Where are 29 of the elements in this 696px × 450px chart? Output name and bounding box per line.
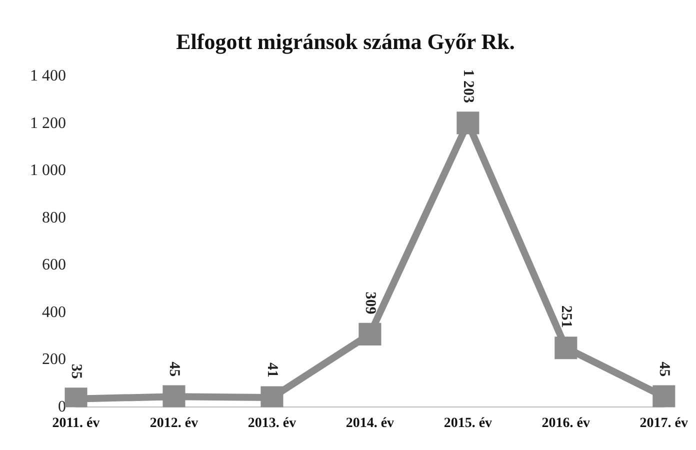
data-label: 1 203	[460, 69, 476, 103]
x-tick-label: 2017. év	[640, 416, 688, 432]
x-tick-label: 2013. év	[248, 416, 296, 432]
point	[652, 385, 676, 408]
data-label: 309	[362, 292, 378, 314]
y-tick-label: 600	[42, 256, 66, 274]
data-label: 41	[264, 362, 280, 378]
x-tick-label: 2014. év	[346, 416, 394, 432]
y-tick-label: 1 200	[30, 114, 66, 132]
point	[358, 322, 382, 346]
point	[554, 336, 578, 360]
y-tick-label: 400	[42, 304, 66, 321]
point	[260, 386, 284, 408]
x-tick-label: 2015. év	[444, 416, 492, 432]
data-label: 45	[166, 362, 182, 377]
x-tick-label: 2016. év	[542, 416, 590, 432]
x-tick-label: 2011. év	[52, 416, 100, 432]
point	[456, 112, 480, 134]
x-tick-label: 2012. év	[150, 416, 198, 432]
y-tick-label: 1 400	[30, 68, 66, 85]
y-tick-label: 800	[42, 209, 66, 226]
y-tick-label: 200	[42, 351, 66, 368]
data-label: 45	[656, 362, 672, 377]
data-label: 35	[68, 364, 84, 379]
point	[162, 385, 186, 408]
y-tick-label: 1 000	[30, 162, 66, 180]
y-tick-label: 0	[58, 398, 66, 416]
data-label: 251	[558, 305, 574, 328]
chart-title: Elfogott migránsok száma Győr Rk.	[176, 28, 515, 54]
